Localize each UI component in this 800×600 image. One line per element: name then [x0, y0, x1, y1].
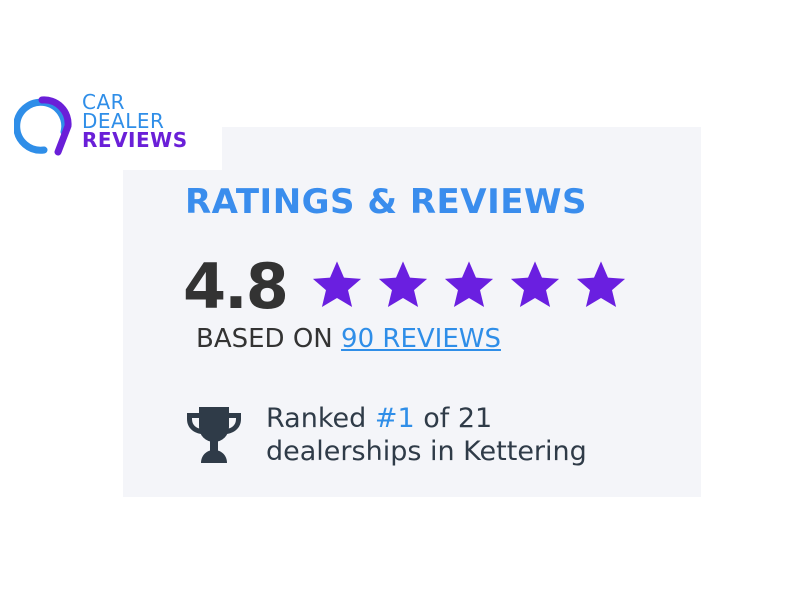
star-rating	[310, 258, 628, 312]
based-on-text: BASED ON 90 REVIEWS	[196, 324, 501, 354]
logo-background	[0, 80, 222, 170]
star-icon	[312, 261, 362, 308]
star-icon	[378, 261, 428, 308]
star-icon	[444, 261, 494, 308]
star-icon	[576, 261, 626, 308]
rating-score: 4.8	[183, 250, 289, 323]
rank-text: Ranked #1 of 21 dealerships in Kettering	[266, 402, 587, 468]
rank-suffix: of 21	[414, 403, 493, 434]
trophy-icon	[187, 407, 241, 463]
rank-location: dealerships in Kettering	[266, 436, 587, 467]
star-icon	[510, 261, 560, 308]
widget-title: RATINGS & REVIEWS	[185, 182, 587, 222]
rank-prefix: Ranked	[266, 403, 375, 434]
logo-line-2: DEALER	[82, 109, 165, 133]
reviews-link[interactable]: 90 REVIEWS	[341, 324, 501, 354]
logo-line-3: REVIEWS	[82, 128, 188, 152]
logo-line-1: CAR	[82, 90, 126, 114]
based-on-label: BASED ON	[196, 324, 342, 354]
logo-text: CAR DEALER REVIEWS	[82, 90, 188, 152]
logo-icon	[14, 96, 72, 156]
rank-value: #1	[374, 403, 415, 434]
